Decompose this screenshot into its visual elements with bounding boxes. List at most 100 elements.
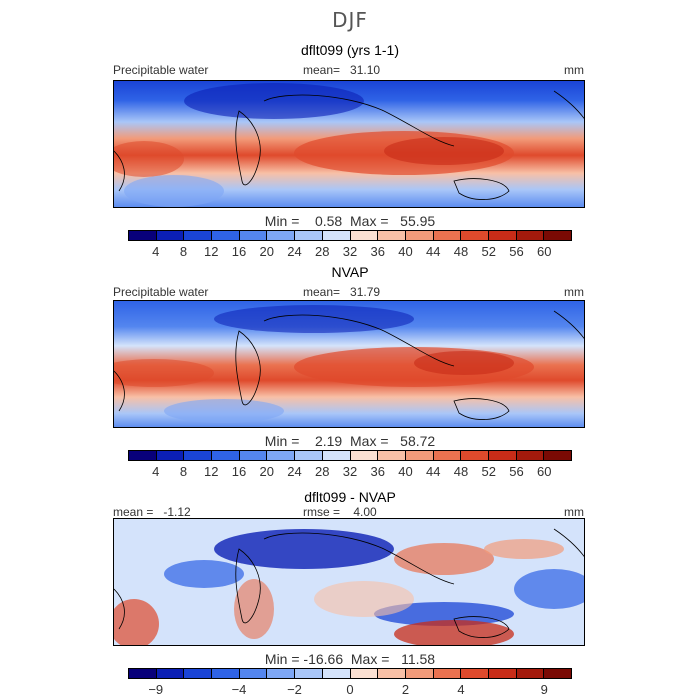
colorbar-3-tick-label: −9	[148, 682, 164, 697]
colorbar-3-swatch	[350, 669, 379, 678]
colorbar-1-tick-label: 28	[315, 244, 330, 259]
africa-coastline	[235, 548, 261, 624]
colorbar-3-swatch	[239, 669, 268, 678]
colorbar-3-tick-label: 4	[457, 682, 465, 697]
north-america-coastline	[553, 528, 584, 557]
colorbar-2-swatch	[544, 451, 571, 460]
panel-3-map	[113, 518, 585, 646]
colorbar-1-swatch	[295, 231, 323, 240]
colorbar-1-swatch	[544, 231, 571, 240]
colorbar-2-tick-label: 16	[231, 464, 247, 479]
colorbar-3-swatch	[516, 669, 545, 678]
colorbar-3-swatch	[295, 669, 323, 678]
panel-1-minmax: Min = 0.58 Max = 55.95	[264, 213, 436, 229]
colorbar-2-tick-label: 4	[152, 464, 160, 479]
colorbar-1-tick-label: 44	[426, 244, 441, 259]
panel-1-map	[113, 80, 585, 208]
colorbar-1-swatch	[212, 231, 240, 240]
panel-1-colorbar-ticks: 4 8 12 16 20 24 28 32 36 40 44 48 52 56 60	[0, 244, 700, 260]
colorbar-2-swatch	[350, 451, 379, 460]
north-america-coastline	[553, 90, 584, 119]
colorbar-1-swatch	[516, 231, 545, 240]
colorbar-2-tick-label: 48	[453, 464, 469, 479]
colorbar-3-swatch	[378, 669, 406, 678]
colorbar-2-tick-label: 36	[370, 464, 385, 479]
colorbar-2-swatch	[322, 451, 351, 460]
colorbar-1-swatch	[184, 231, 213, 240]
asia-coastline	[263, 532, 455, 585]
panel-2-map	[113, 300, 585, 428]
colorbar-2-tick-label: 28	[315, 464, 330, 479]
colorbar-2-swatch	[461, 451, 489, 460]
colorbar-2-tick-label: 20	[259, 464, 274, 479]
colorbar-3-tick-label: 9	[540, 682, 548, 697]
colorbar-1-swatch	[488, 231, 517, 240]
colorbar-3-swatch	[544, 669, 571, 678]
colorbar-1-tick-label: 48	[453, 244, 469, 259]
colorbar-1-tick-label: 16	[231, 244, 247, 259]
colorbar-1-swatch	[405, 231, 434, 240]
panel-3-mean-label: mean = -1.12	[113, 505, 191, 519]
panel-3-colorbar	[128, 668, 572, 679]
south-america-coastline	[114, 588, 125, 630]
panel-2-map-field	[114, 301, 584, 427]
colorbar-2-tick-label: 44	[426, 464, 441, 479]
colorbar-1-swatch	[350, 231, 379, 240]
colorbar-1-swatch	[461, 231, 489, 240]
colorbar-2-tick-label: 12	[204, 464, 219, 479]
panel-1-title: dflt099 (yrs 1-1)	[300, 42, 400, 58]
colorbar-2-swatch	[129, 451, 157, 460]
colorbar-2-swatch	[488, 451, 517, 460]
colorbar-3-swatch	[267, 669, 296, 678]
panel-2-variable-label: Precipitable water	[113, 285, 209, 299]
colorbar-1-swatch	[129, 231, 157, 240]
panel-1-colorbar	[128, 230, 572, 241]
colorbar-2-swatch	[433, 451, 462, 460]
colorbar-3-swatch	[212, 669, 240, 678]
colorbar-1-swatch	[378, 231, 406, 240]
panel-1-unit-label: mm	[564, 63, 584, 77]
panel-3-colorbar-ticks: −9 −4 −2 0 2 4 9	[0, 682, 700, 698]
colorbar-1-swatch	[239, 231, 268, 240]
panel-2-unit-label: mm	[564, 285, 584, 299]
colorbar-2-swatch	[156, 451, 185, 460]
colorbar-1-tick-label: 12	[204, 244, 219, 259]
colorbar-1-tick-label: 20	[259, 244, 274, 259]
colorbar-3-swatch	[488, 669, 517, 678]
colorbar-1-tick-label: 56	[509, 244, 524, 259]
panel-1-mean-label: mean= 31.10	[303, 63, 381, 77]
panel-3-unit-label: mm	[564, 505, 584, 519]
colorbar-3-swatch	[461, 669, 489, 678]
colorbar-3-swatch	[184, 669, 213, 678]
colorbar-3-swatch	[322, 669, 351, 678]
australia-coastline	[453, 398, 510, 420]
panel-2-mean-label: mean= 31.79	[303, 285, 381, 299]
south-america-coastline	[114, 370, 125, 412]
colorbar-1-tick-label: 36	[370, 244, 385, 259]
panel-3-rmse-label: rmse = 4.00	[303, 505, 377, 519]
colorbar-1-tick-label: 40	[398, 244, 413, 259]
colorbar-2-tick-label: 24	[287, 464, 302, 479]
colorbar-1-tick-label: 8	[179, 244, 188, 259]
colorbar-2-swatch	[405, 451, 434, 460]
asia-coastline	[263, 314, 455, 367]
colorbar-2-tick-label: 40	[398, 464, 413, 479]
colorbar-2-swatch	[516, 451, 545, 460]
colorbar-3-swatch	[156, 669, 185, 678]
panel-3-minmax: Min = -16.66 Max = 11.58	[264, 651, 436, 667]
colorbar-1-tick-label: 4	[152, 244, 160, 259]
colorbar-1-tick-label: 60	[537, 244, 552, 259]
panel-2-title: NVAP	[331, 264, 369, 280]
colorbar-3-tick-label: −4	[231, 682, 247, 697]
colorbar-1-swatch	[433, 231, 462, 240]
colorbar-3-swatch	[405, 669, 434, 678]
colorbar-2-swatch	[378, 451, 406, 460]
colorbar-1-tick-label: 52	[481, 244, 496, 259]
africa-coastline	[235, 110, 261, 186]
colorbar-2-swatch	[239, 451, 268, 460]
africa-coastline	[235, 330, 261, 406]
figure-title: DJF	[332, 8, 368, 32]
colorbar-3-tick-label: 0	[346, 682, 354, 697]
colorbar-2-swatch	[267, 451, 296, 460]
australia-coastline	[453, 616, 510, 638]
